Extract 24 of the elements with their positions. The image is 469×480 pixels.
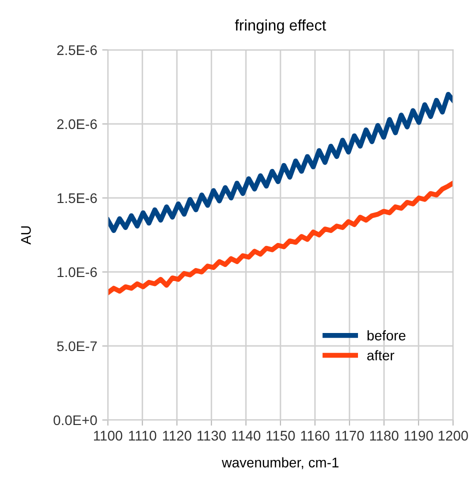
y-axis-title: AU [21, 226, 31, 245]
y-tick-label: 1.5E-6 [58, 193, 97, 204]
x-tick-label: 1110 [129, 430, 156, 441]
x-tick-label: 1170 [336, 430, 364, 441]
y-tick-label: 0.0E+0 [54, 415, 97, 426]
x-tick-label: 1200 [438, 430, 468, 441]
y-tick-label: 2.0E-6 [57, 119, 97, 130]
line-series [108, 180, 454, 296]
legend-label: after [367, 350, 394, 360]
x-tick-label: 1190 [404, 430, 433, 441]
x-tick-label: 1130 [198, 430, 226, 441]
x-axis-title: wavenumber, cm-1 [222, 457, 338, 470]
x-tick-label: 1180 [370, 430, 398, 441]
x-tick-label: 1120 [163, 430, 192, 441]
x-tick-label: 1100 [94, 430, 122, 441]
y-tick-label: 5.0E-7 [57, 341, 97, 352]
chart-title: fringing effect [234, 19, 326, 34]
line-series [108, 92, 454, 233]
y-tick-label: 2.5E-6 [57, 45, 97, 56]
y-tick-label: 1.0E-6 [58, 267, 97, 278]
legend-label: before [368, 330, 406, 340]
x-tick-label: 1150 [266, 430, 295, 441]
x-tick-label: 1140 [232, 430, 260, 441]
x-tick-label: 1160 [301, 430, 330, 441]
